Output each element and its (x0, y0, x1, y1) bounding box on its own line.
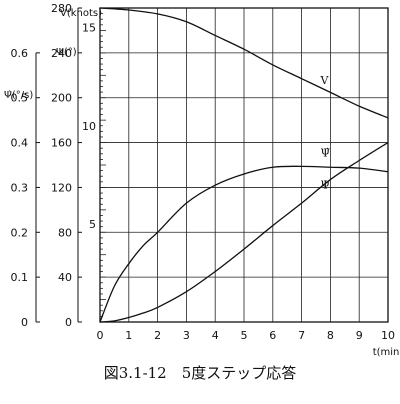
x-tick-label: 6 (269, 329, 276, 342)
y-tick-label-Psi: 240 (51, 47, 72, 60)
y-tick-label-Psi: 160 (51, 137, 72, 150)
x-tick-label: 2 (154, 329, 161, 342)
series-label-1: Ψ̇ (321, 147, 331, 160)
y-tick-label-PsiDot: 0.2 (11, 226, 29, 239)
series-line-1 (99, 165, 389, 323)
y-tick-label-Psi: 0 (65, 316, 72, 329)
y-tick-label-PsiDot: 0 (21, 316, 28, 329)
y-tick-label-Psi: 120 (51, 181, 72, 194)
series-line-0 (99, 7, 389, 119)
x-tick-label: 1 (125, 329, 132, 342)
figure-caption: 図3.1-12 5度ステップ応答 (103, 364, 297, 382)
x-tick-label: 0 (97, 329, 104, 342)
y-tick-label-PsiDot: 0.4 (11, 137, 29, 150)
y-axis-title-Psi: Ψ(°) (56, 47, 77, 58)
y-tick-label-PsiDot: 0.6 (11, 47, 29, 60)
plot-frame (99, 7, 389, 323)
x-tick-label: 8 (327, 329, 334, 342)
labels: V Ψ̇ Ψ (320, 74, 331, 192)
y-tick-label-Psi: 200 (51, 92, 72, 105)
axes: 0 1 2 3 4 5 6 7 8 9 10 t(min) 5 10 15 V(knots) 0 40 80 120 1… (4, 2, 400, 358)
x-axis-title: t(min) (373, 347, 400, 358)
x-tick-label: 5 (241, 329, 248, 342)
y-tick-label-PsiDot: 0.1 (11, 271, 29, 284)
x-tick-label: 7 (298, 329, 305, 342)
x-tick-label: 3 (183, 329, 190, 342)
series-line-2 (99, 142, 389, 323)
series-label-0: V (320, 74, 330, 87)
y-tick-label-PsiDot: 0.5 (11, 92, 29, 105)
y-tick-label-V: 15 (82, 22, 96, 35)
step-response-chart: 0 1 2 3 4 5 6 7 8 9 10 t(min) 5 10 15 V(knots) 0 40 80 120 1… (4, 2, 400, 358)
y-tick-label-Psi: 80 (58, 226, 72, 239)
y-axis-title-V: V(knots) (60, 8, 102, 19)
x-tick-label: 10 (381, 329, 395, 342)
series-label-2: Ψ (321, 179, 331, 192)
y-tick-label-V: 10 (82, 120, 96, 133)
x-tick-label: 9 (356, 329, 363, 342)
y-tick-label-Psi: 280 (51, 2, 72, 15)
y-tick-label-PsiDot: 0.3 (11, 181, 29, 194)
x-tick-label: 4 (212, 329, 219, 342)
grid (99, 7, 389, 323)
y-axis-title-PsiDot: Ψ̇(°/s) (4, 89, 33, 101)
y-tick-label-Psi: 40 (58, 271, 72, 284)
y-tick-label-V: 5 (89, 218, 96, 231)
series (99, 7, 389, 323)
